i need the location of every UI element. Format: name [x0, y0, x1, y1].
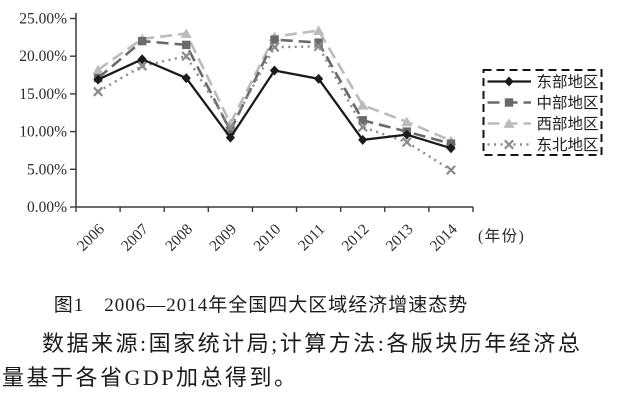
x-axis-ticks	[75, 207, 474, 212]
regional-growth-line-chart: 0.00%5.00%10.00%15.00%20.00%25.00%2006 20…	[19, 11, 603, 255]
source-note-line-1: 数据来源:国家统计局;计算方法:各版块历年经济总	[42, 331, 583, 356]
x-tick-label: 2009	[206, 221, 240, 255]
legend-label: 中部地区	[537, 94, 599, 112]
y-tick-label: 25.00%	[19, 11, 67, 28]
series-line-central	[97, 38, 452, 145]
y-tick-label: 0.00%	[27, 199, 67, 216]
x-tick-label: 2013	[383, 221, 417, 255]
legend-label: 东部地区	[537, 73, 599, 91]
source-note: 数据来源:国家统计局;计算方法:各版块历年经济总 量基于各省GDP加总得到。	[0, 327, 618, 395]
y-tick-label: 5.00%	[27, 161, 67, 178]
legend-item-west: 西部地区	[487, 115, 599, 133]
x-tick-label: 2010	[250, 221, 284, 255]
legend-item-central: 中部地区	[487, 94, 599, 112]
x-axis-unit-label: (年份)	[478, 227, 525, 245]
x-tick-label: 2011	[295, 221, 329, 255]
y-axis-ticks: 0.00% 5.00% 10.00% 15.00% 20.00% 25.00%	[19, 11, 76, 216]
x-tick-label: 2007	[118, 221, 152, 255]
legend-item-east: 东部地区	[487, 73, 599, 91]
legend-label: 西部地区	[537, 115, 599, 133]
legend-box	[482, 69, 603, 156]
legend-item-northeast: 东北地区	[487, 136, 599, 154]
x-tick-label: 2006	[74, 221, 108, 255]
legend-label: 东北地区	[537, 136, 599, 154]
series-northeast	[93, 41, 456, 176]
figure-caption: 图1 2006—2014年全国四大区域经济增速态势	[53, 295, 469, 316]
series-central	[93, 35, 456, 148]
y-tick-label: 20.00%	[19, 48, 67, 65]
x-tick-label: 2008	[162, 221, 196, 255]
series-line-northeast	[97, 45, 452, 172]
y-tick-label: 15.00%	[19, 86, 67, 103]
x-axis-labels: 2006 2007 2008 2009 2010 2011 2012 2013 2014	[74, 221, 461, 255]
source-note-line-2: 量基于各省GDP加总得到。	[2, 365, 299, 390]
x-tick-label: 2012	[339, 221, 373, 255]
y-tick-label: 10.00%	[19, 124, 67, 141]
series-east	[93, 54, 456, 154]
x-tick-label: 2014	[427, 221, 461, 255]
